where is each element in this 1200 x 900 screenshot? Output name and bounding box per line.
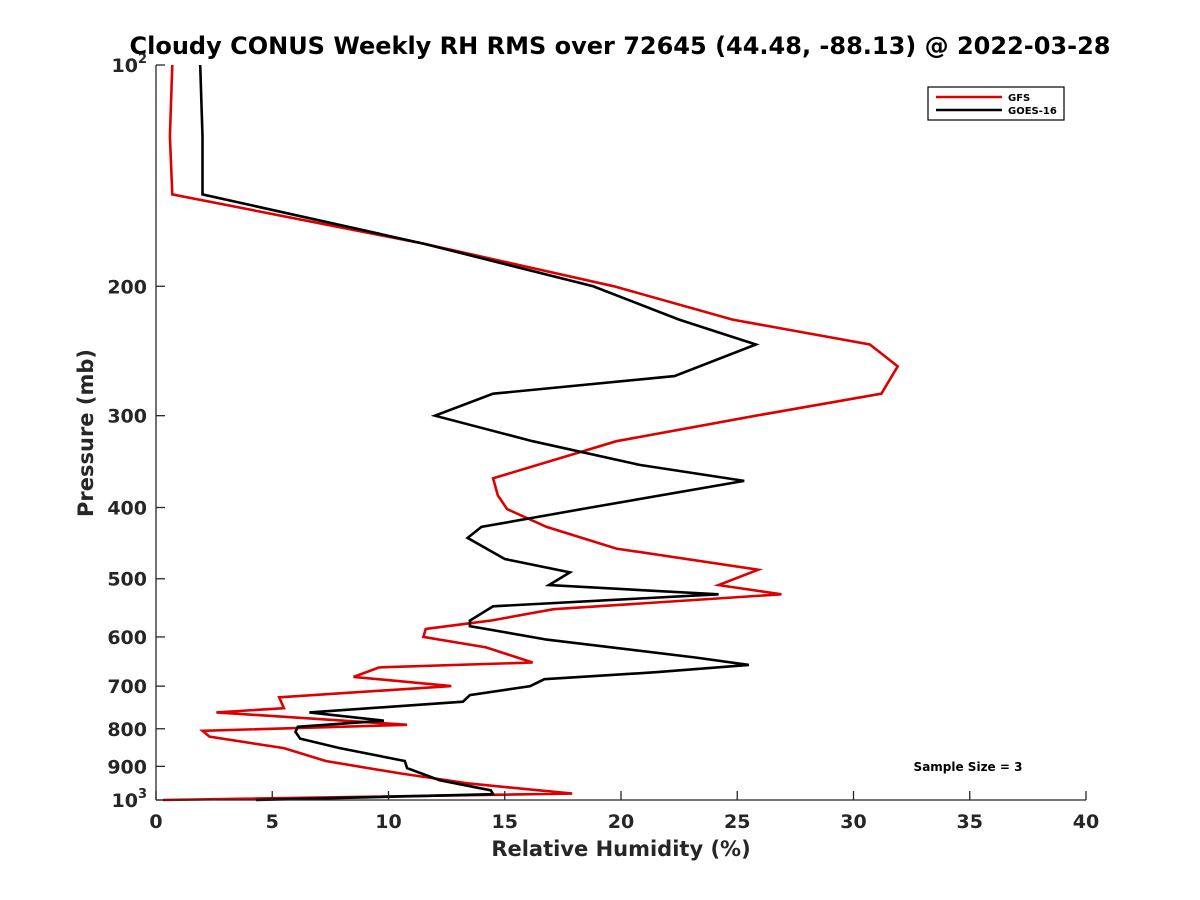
series-line-gfs	[162, 64, 900, 802]
x-tick-label: 20	[608, 811, 634, 833]
y-tick-label: 200	[107, 276, 147, 298]
sample-size-annotation: Sample Size = 3	[914, 760, 1023, 774]
x-tick-label: 35	[957, 811, 983, 833]
x-axis-label: Relative Humidity (%)	[491, 837, 750, 861]
x-tick-label: 0	[149, 811, 162, 833]
x-tick-label: 25	[724, 811, 750, 833]
x-ticks: 0 5 10 15 20 25 30 35 40	[149, 791, 1099, 833]
y-ticks: 102 200 300 400 500 600 700 800 900 103	[107, 52, 165, 812]
x-tick-label: 40	[1073, 811, 1099, 833]
y-tick-label: 103	[112, 787, 148, 812]
series-line-goes-16	[198, 64, 760, 802]
y-axis-label: Pressure (mb)	[74, 349, 98, 517]
x-tick-label: 5	[266, 811, 279, 833]
plot-area: 0 5 10 15 20 25 30 35 40 102 200 300 400 500 600 700 80…	[107, 52, 1099, 833]
x-tick-label: 10	[375, 811, 401, 833]
x-tick-label: 15	[492, 811, 518, 833]
legend-label-goes-16: GOES-16	[1008, 106, 1057, 117]
y-tick-label: 600	[107, 627, 147, 649]
legend-label-gfs: GFS	[1008, 93, 1030, 104]
y-tick-label: 400	[107, 498, 147, 520]
y-tick-label: 102	[112, 52, 148, 77]
y-tick-label: 900	[107, 756, 147, 778]
series-layer	[162, 64, 900, 802]
legend: GFS GOES-16	[927, 86, 1065, 121]
y-tick-label: 300	[107, 406, 147, 428]
y-tick-label: 800	[107, 719, 147, 741]
y-tick-label: 500	[107, 569, 147, 591]
chart-title: Cloudy CONUS Weekly RH RMS over 72645 (4…	[130, 32, 1111, 60]
x-tick-label: 30	[840, 811, 866, 833]
y-tick-label: 700	[107, 676, 147, 698]
legend-box	[927, 86, 1065, 121]
